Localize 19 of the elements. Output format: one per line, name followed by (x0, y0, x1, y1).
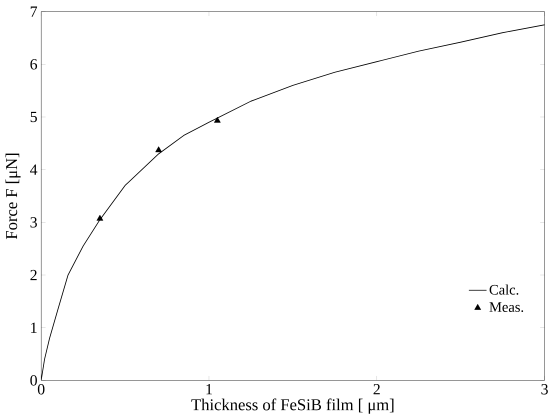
y-tick-label: 6 (30, 58, 38, 70)
x-tick-label: 1 (206, 384, 212, 394)
x-tick-label: 3 (541, 384, 548, 394)
y-axis-title: Force F [μN] (6, 154, 21, 239)
point (96, 214, 104, 221)
y-tick-label: 7 (30, 6, 38, 17)
x-tick-label: 0 (38, 384, 44, 394)
y-tick-label: 1 (31, 322, 37, 333)
x-tick-label: 2 (374, 384, 380, 394)
x-axis-title: Thickness of FeSiB film [ μm] (191, 398, 394, 414)
y-tick-label: 0 (30, 374, 37, 386)
point (155, 146, 162, 152)
legend-label: Meas. (489, 302, 524, 312)
y-tick-label: 5 (30, 112, 37, 122)
y-tick-label: 4 (30, 164, 38, 175)
point (214, 116, 221, 123)
legend-label: Calc. (490, 284, 518, 295)
y-tick-label: 3 (30, 216, 37, 228)
y-tick-label: 2 (30, 270, 37, 280)
